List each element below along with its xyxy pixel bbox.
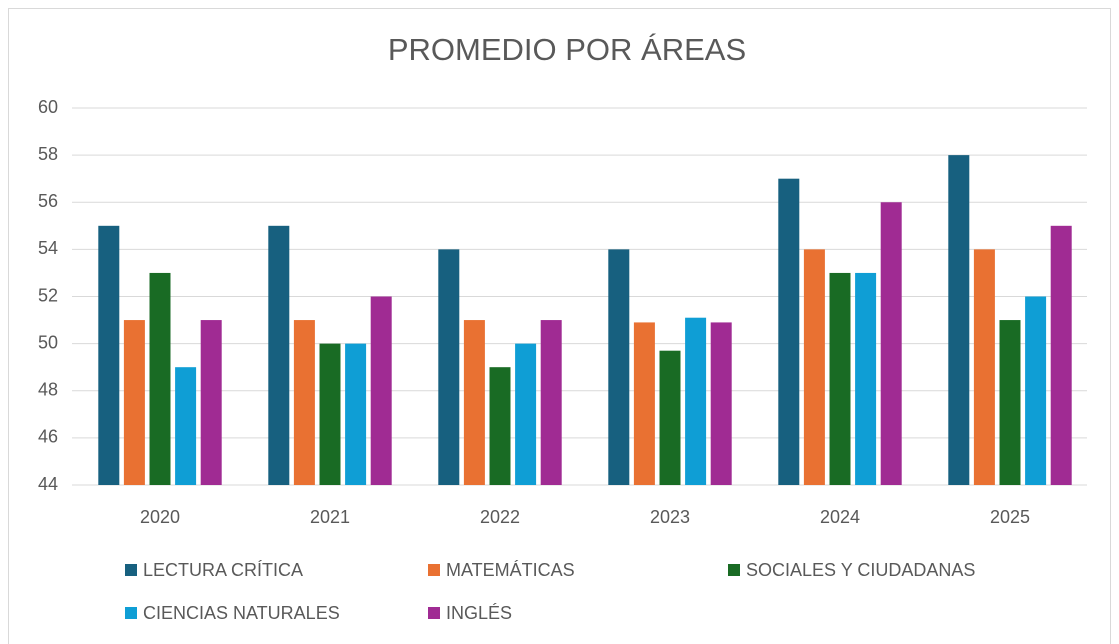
bar xyxy=(319,343,341,485)
bar xyxy=(370,296,392,485)
chart-title: PROMEDIO POR ÁREAS xyxy=(388,32,746,67)
bar xyxy=(268,225,290,485)
bar xyxy=(123,320,145,485)
x-tick-label: 2023 xyxy=(650,507,690,527)
legend-label: SOCIALES Y CIUDADANAS xyxy=(746,560,975,580)
legend-swatch xyxy=(428,607,440,619)
bar xyxy=(540,320,562,485)
bar xyxy=(438,249,460,485)
x-tick-label: 2022 xyxy=(480,507,520,527)
x-tick-label: 2024 xyxy=(820,507,860,527)
bar xyxy=(803,249,825,485)
bar xyxy=(1050,225,1072,485)
y-tick-label: 54 xyxy=(38,238,58,258)
legend-swatch xyxy=(125,607,137,619)
bar xyxy=(880,202,902,485)
bar xyxy=(149,272,171,485)
bar xyxy=(608,249,630,485)
bar xyxy=(999,320,1021,485)
x-tick-label: 2020 xyxy=(140,507,180,527)
bar xyxy=(1025,296,1047,485)
y-tick-label: 50 xyxy=(38,332,58,352)
bar xyxy=(778,178,800,485)
legend-label: CIENCIAS NATURALES xyxy=(143,603,340,623)
bar xyxy=(463,320,485,485)
bar xyxy=(973,249,995,485)
bar xyxy=(98,225,120,485)
bar xyxy=(685,317,707,485)
bar xyxy=(710,322,732,485)
bar xyxy=(489,367,511,485)
bar xyxy=(855,272,877,485)
y-tick-label: 46 xyxy=(38,427,58,447)
legend-label: INGLÉS xyxy=(446,603,512,623)
bar xyxy=(293,320,315,485)
legend-swatch xyxy=(728,564,740,576)
y-tick-label: 56 xyxy=(38,191,58,211)
legend-label: MATEMÁTICAS xyxy=(446,560,575,580)
bar xyxy=(829,272,851,485)
bar xyxy=(345,343,367,485)
legend-label: LECTURA CRÍTICA xyxy=(143,560,303,580)
bar xyxy=(515,343,537,485)
bar xyxy=(659,350,681,485)
y-tick-label: 52 xyxy=(38,285,58,305)
y-tick-label: 60 xyxy=(38,97,58,117)
bar xyxy=(175,367,197,485)
legend-swatch xyxy=(125,564,137,576)
legend-swatch xyxy=(428,564,440,576)
bar xyxy=(200,320,222,485)
x-tick-label: 2021 xyxy=(310,507,350,527)
y-tick-label: 44 xyxy=(38,474,58,494)
bar xyxy=(633,322,655,485)
y-tick-label: 48 xyxy=(38,380,58,400)
x-tick-label: 2025 xyxy=(990,507,1030,527)
y-tick-label: 58 xyxy=(38,144,58,164)
bar xyxy=(948,155,970,485)
